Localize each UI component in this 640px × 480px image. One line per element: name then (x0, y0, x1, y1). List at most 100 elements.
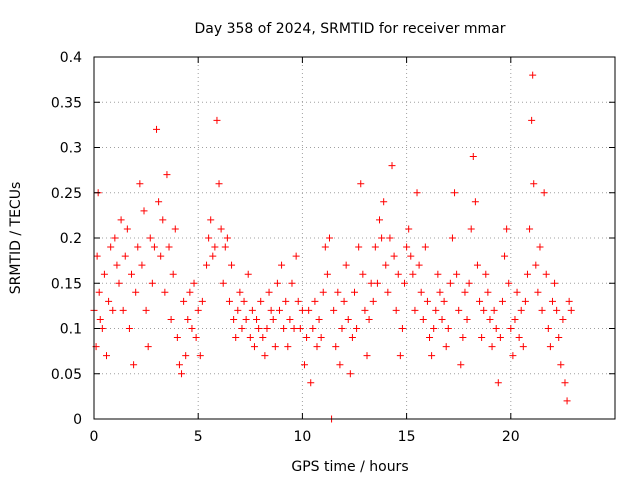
data-point (336, 361, 344, 369)
data-point (319, 288, 327, 296)
data-point (253, 315, 261, 323)
data-point (186, 288, 194, 296)
data-point (455, 306, 463, 314)
data-point (167, 315, 175, 323)
data-point (473, 261, 481, 269)
data-point (378, 234, 386, 242)
data-point (432, 306, 440, 314)
data-point (278, 261, 286, 269)
data-point (369, 297, 377, 305)
data-point (321, 243, 329, 251)
data-point (142, 306, 150, 314)
data-point (515, 334, 523, 342)
data-point (286, 315, 294, 323)
data-point (519, 343, 527, 351)
data-point (529, 71, 537, 79)
data-point (469, 153, 477, 161)
data-point (300, 361, 308, 369)
data-point (148, 279, 156, 287)
data-point (365, 315, 373, 323)
y-tick-label: 0.3 (60, 141, 82, 157)
data-point (436, 288, 444, 296)
data-point (332, 343, 340, 351)
data-point (250, 343, 258, 351)
data-point (259, 334, 267, 342)
data-point (119, 306, 127, 314)
data-point (490, 306, 498, 314)
data-point (415, 261, 423, 269)
data-point (567, 306, 575, 314)
data-point (248, 306, 256, 314)
data-point (130, 361, 138, 369)
data-point (213, 116, 221, 124)
data-point (117, 216, 125, 224)
data-point (309, 325, 317, 332)
data-point (509, 352, 517, 360)
data-point (396, 352, 404, 360)
data-point (390, 252, 398, 260)
data-point (563, 397, 571, 405)
data-point (109, 306, 117, 314)
data-point (451, 189, 459, 197)
data-point (513, 288, 521, 296)
data-point (444, 325, 452, 332)
data-point (234, 306, 242, 314)
data-point (280, 325, 288, 332)
data-point (371, 243, 379, 251)
data-point (246, 334, 254, 342)
data-point (284, 343, 292, 351)
data-point (273, 279, 281, 287)
data-point (271, 343, 279, 351)
data-point (386, 234, 394, 242)
data-point (132, 288, 140, 296)
data-point (478, 334, 486, 342)
data-point (338, 325, 346, 332)
data-point (538, 306, 546, 314)
data-point (359, 270, 367, 278)
data-point (367, 279, 375, 287)
data-point (113, 261, 121, 269)
data-point (448, 234, 456, 242)
data-point (163, 171, 171, 179)
data-point (146, 234, 154, 242)
data-point (353, 325, 361, 332)
data-point (150, 243, 158, 251)
data-point (275, 306, 283, 314)
data-point (398, 325, 406, 332)
y-tick-label: 0.25 (51, 186, 82, 202)
data-point (115, 279, 123, 287)
data-point (363, 352, 371, 360)
data-point (93, 252, 101, 260)
data-point (211, 243, 219, 251)
data-point (413, 189, 421, 197)
data-point (236, 288, 244, 296)
data-point (205, 234, 213, 242)
data-point (465, 279, 473, 287)
data-point (136, 180, 144, 188)
data-point (467, 225, 475, 233)
data-point (503, 225, 511, 233)
data-point (546, 343, 554, 351)
data-point (482, 270, 490, 278)
data-point (540, 189, 548, 197)
x-tick-label: 10 (293, 429, 311, 445)
data-point (507, 325, 515, 332)
data-point (361, 306, 369, 314)
data-point (555, 334, 563, 342)
data-point (175, 361, 183, 369)
data-point (446, 279, 454, 287)
data-point (173, 334, 181, 342)
data-point (430, 325, 438, 332)
y-tick-label: 0 (73, 412, 82, 428)
y-tick-label: 0.2 (60, 231, 82, 247)
data-point (557, 361, 565, 369)
data-point (107, 243, 115, 251)
data-point (417, 288, 425, 296)
data-point (551, 279, 559, 287)
data-point (457, 361, 465, 369)
data-point (501, 252, 509, 260)
data-point (209, 252, 217, 260)
data-point (155, 198, 163, 206)
data-point (111, 234, 119, 242)
data-point (357, 180, 365, 188)
